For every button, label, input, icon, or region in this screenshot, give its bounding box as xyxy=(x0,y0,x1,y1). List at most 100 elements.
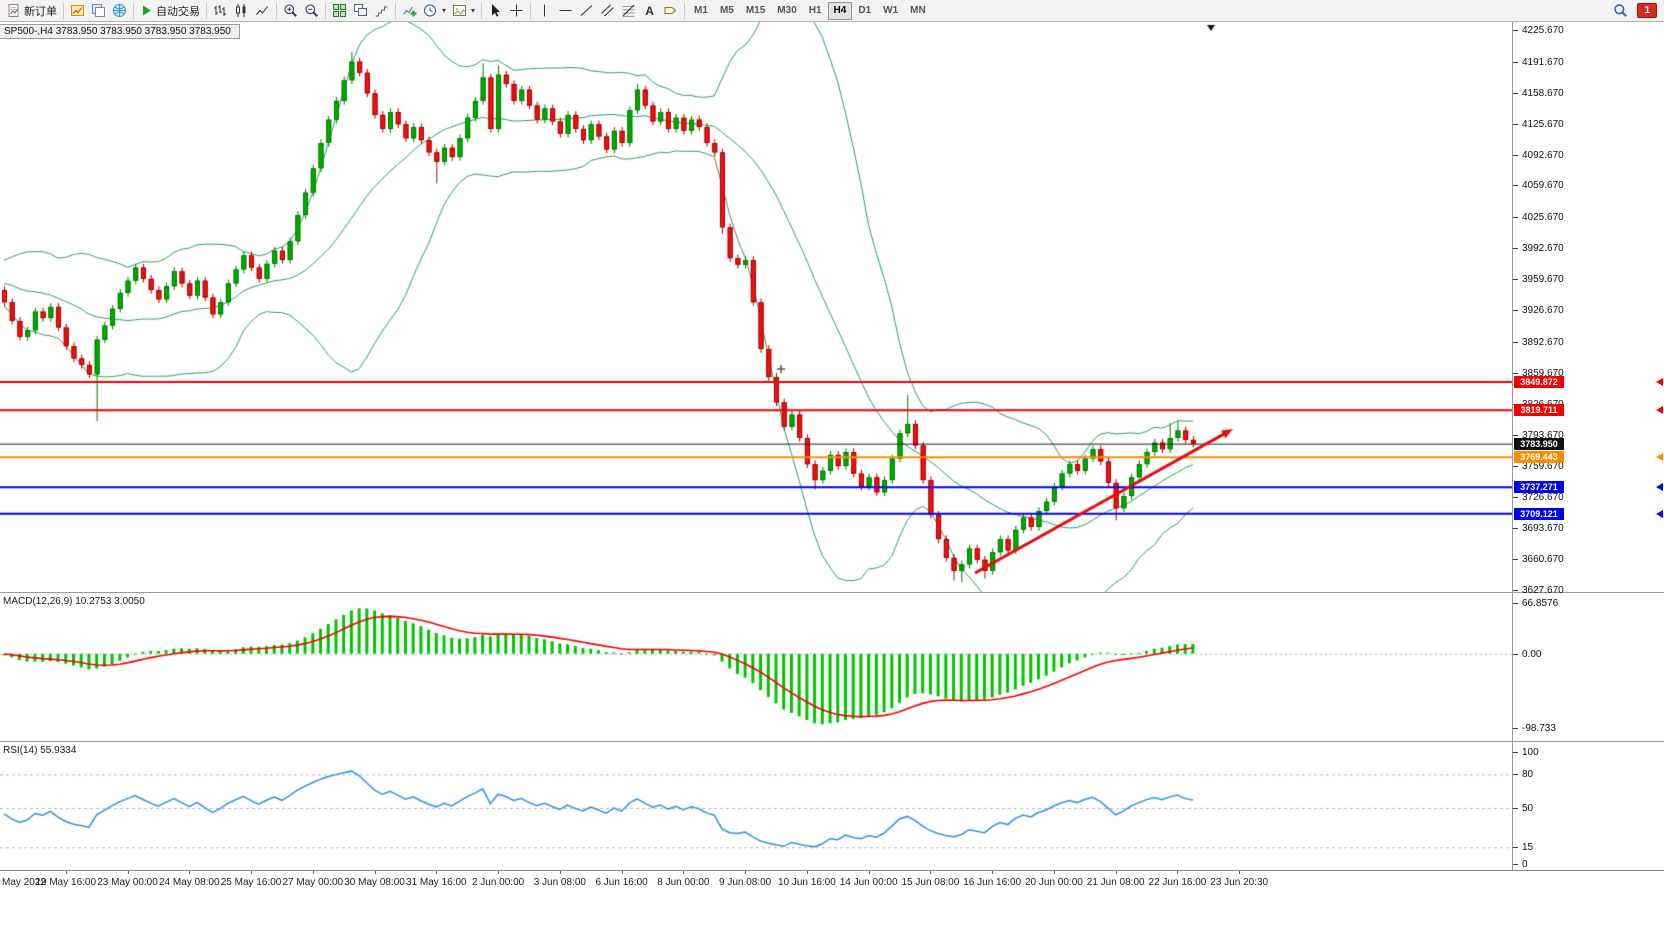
time-axis-tick xyxy=(189,871,191,874)
timeframe-d1-button[interactable]: D1 xyxy=(858,4,872,16)
level-edge-arrow xyxy=(1656,377,1663,386)
toolbar-separator xyxy=(206,2,207,19)
time-axis-label: 22 Jun 16:00 xyxy=(1148,877,1207,888)
zoom-in-button[interactable] xyxy=(280,1,301,20)
chevron-down-icon: ▾ xyxy=(471,6,476,15)
toolbar-separator xyxy=(133,2,134,19)
new-order-button[interactable]: 新订单 xyxy=(3,1,60,20)
toolbar-separator xyxy=(530,2,532,19)
timeframe-w1-button[interactable]: W1 xyxy=(883,4,899,16)
timeframe-m30-button[interactable]: M30 xyxy=(777,4,797,16)
price-axis-label: 4191.670 xyxy=(1522,56,1564,68)
vertical-line-button[interactable] xyxy=(534,1,555,20)
panel-splitter[interactable] xyxy=(0,741,1664,742)
timeframe-h4-button[interactable]: H4 xyxy=(827,1,853,20)
crosshair-icon xyxy=(509,3,524,18)
price-axis-label: 4059.670 xyxy=(1522,180,1564,192)
trendline-button[interactable] xyxy=(576,1,597,20)
timeframe-m5-button[interactable]: M5 xyxy=(719,4,734,16)
bar-chart-button[interactable] xyxy=(210,1,231,20)
time-axis-label: 27 May 00:00 xyxy=(282,877,344,888)
timeframe-m1-button[interactable]: M1 xyxy=(694,4,708,16)
time-axis-tick xyxy=(436,871,438,874)
price-axis-tick xyxy=(1513,154,1518,156)
search-button[interactable] xyxy=(1610,1,1631,20)
crosshair-button[interactable] xyxy=(506,1,527,20)
fibonacci-button[interactable] xyxy=(618,1,639,20)
auto-trading-button[interactable]: 自动交易 xyxy=(137,1,203,20)
cascade-windows-icon xyxy=(353,3,368,18)
price-axis-label: 3693.670 xyxy=(1522,523,1564,535)
timeframe-m15-button[interactable]: M15 xyxy=(745,4,766,16)
templates-button[interactable]: ▾ xyxy=(449,1,478,20)
cursor-button[interactable] xyxy=(485,1,506,20)
line-chart-icon xyxy=(255,3,270,18)
price-axis-label: 3959.670 xyxy=(1522,274,1564,286)
periods-button[interactable]: ▾ xyxy=(420,1,449,20)
macd-axis-scale[interactable]: 66.8576 0.00 -98.733 xyxy=(1512,593,1664,741)
indicators-icon xyxy=(402,3,417,18)
price-axis-tick xyxy=(1513,590,1518,591)
data-window-button[interactable] xyxy=(109,1,130,20)
price-axis-label: 4225.670 xyxy=(1522,25,1564,36)
price-axis-scale[interactable]: 4225.670 4191.670 4158.670 4125.670 4092.670… xyxy=(1512,22,1664,596)
price-axis-tick xyxy=(1513,372,1518,374)
notification-badge[interactable]: 1 xyxy=(1637,3,1657,18)
price-level-badge: 3819.711 xyxy=(1514,404,1564,417)
price-axis-label: 4025.670 xyxy=(1522,212,1564,224)
channel-button[interactable] xyxy=(597,1,618,20)
price-axis-tick xyxy=(1513,123,1518,125)
macd-axis-tick xyxy=(1513,653,1518,655)
new-order-icon xyxy=(6,3,21,18)
price-axis-label: 3926.670 xyxy=(1522,305,1564,316)
fibonacci-icon xyxy=(621,3,636,18)
new-chart-icon xyxy=(70,3,85,18)
arrow-label-button[interactable] xyxy=(660,1,681,20)
search-icon xyxy=(1613,3,1628,18)
time-axis-label: May 2022 xyxy=(2,877,46,888)
time-axis-label: 31 May 16:00 xyxy=(406,877,467,888)
horizontal-line-button[interactable] xyxy=(555,1,576,20)
tile-windows-button[interactable] xyxy=(329,1,350,20)
channel-icon xyxy=(600,3,615,18)
new-chart-button[interactable] xyxy=(67,1,88,20)
rsi-axis-scale[interactable]: 100 80 50 15 0 xyxy=(1512,742,1664,870)
line-chart-button[interactable] xyxy=(252,1,273,20)
zoom-out-icon xyxy=(304,3,319,18)
step-chart-button[interactable] xyxy=(371,1,392,20)
price-level-badge: 3709.121 xyxy=(1514,507,1564,520)
rsi-axis-label: 100 xyxy=(1522,747,1539,758)
toolbar-separator xyxy=(325,2,326,19)
price-axis-label: 3859.670 xyxy=(1522,367,1564,379)
toolbar-separator xyxy=(481,2,483,19)
cascade-windows-button[interactable] xyxy=(350,1,371,20)
price-chart-canvas[interactable] xyxy=(0,22,1512,592)
price-axis-tick xyxy=(1513,341,1518,343)
rsi-axis-label: 0 xyxy=(1522,859,1528,870)
level-edge-arrow xyxy=(1656,509,1663,518)
cursor-icon xyxy=(488,3,503,18)
macd-panel-canvas[interactable] xyxy=(0,593,1512,741)
zoom-out-button[interactable] xyxy=(301,1,322,20)
candlestick-chart-button[interactable] xyxy=(231,1,252,20)
timeframe-h1-button[interactable]: H1 xyxy=(808,4,822,16)
rsi-axis-label: 50 xyxy=(1522,803,1534,814)
price-axis-tick xyxy=(1513,466,1518,468)
time-axis-label: 21 Jun 08:00 xyxy=(1086,877,1145,888)
price-axis-label: 3793.670 xyxy=(1522,429,1564,441)
price-axis-tick xyxy=(1513,528,1518,530)
timeframe-mn-button[interactable]: MN xyxy=(910,4,926,16)
toolbar-separator xyxy=(63,2,64,19)
rsi-panel-canvas[interactable] xyxy=(0,742,1512,870)
time-axis-scale[interactable]: May 2022 19 May 16:00 23 May 00:00 24 May 0… xyxy=(0,870,1664,894)
time-axis-tick xyxy=(1053,871,1055,874)
indicators-button[interactable] xyxy=(399,1,420,20)
profiles-button[interactable] xyxy=(88,1,109,20)
time-axis-label: 23 May 00:00 xyxy=(97,877,158,888)
arrow-label-icon xyxy=(663,3,678,18)
time-axis-tick xyxy=(65,871,67,874)
panel-splitter[interactable] xyxy=(0,592,1664,593)
time-axis-label: 30 May 08:00 xyxy=(344,877,405,888)
macd-axis-tick xyxy=(1513,728,1518,730)
text-button[interactable]: A xyxy=(639,1,660,20)
